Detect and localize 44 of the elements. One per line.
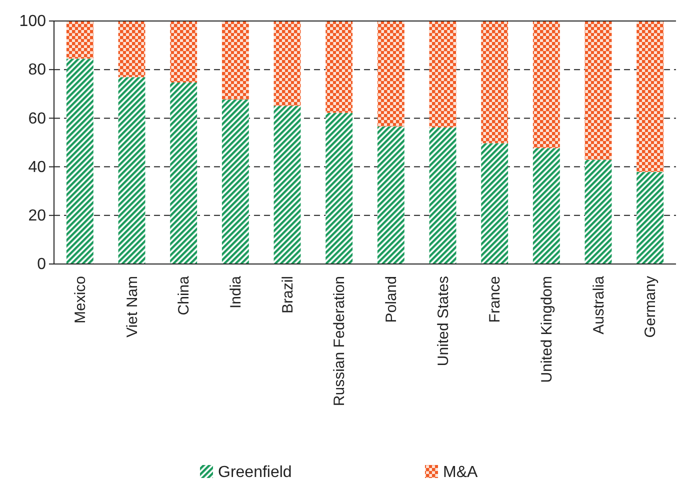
bar bbox=[118, 77, 146, 264]
bar bbox=[326, 112, 353, 264]
legend-label: Greenfield bbox=[218, 464, 292, 481]
x-tick-label: United Kingdom bbox=[538, 276, 556, 383]
x-tick-label: Viet Nam bbox=[124, 276, 141, 338]
y-tick-label: 40 bbox=[28, 158, 46, 176]
bar bbox=[274, 21, 301, 106]
bar bbox=[636, 172, 664, 264]
x-tick-label: Brazil bbox=[279, 276, 296, 314]
bar bbox=[584, 21, 612, 160]
y-tick-label: 20 bbox=[28, 208, 46, 225]
y-tick-label: 100 bbox=[19, 13, 46, 30]
x-tick-label: Germany bbox=[642, 276, 660, 338]
bar bbox=[118, 21, 146, 78]
bar bbox=[532, 21, 560, 148]
bar bbox=[429, 21, 456, 128]
bar bbox=[274, 106, 301, 264]
bar bbox=[377, 21, 404, 126]
x-tick-label: Mexico bbox=[72, 276, 89, 324]
bar bbox=[66, 21, 94, 59]
bar bbox=[584, 160, 612, 264]
bar bbox=[66, 58, 94, 264]
bar bbox=[532, 148, 560, 264]
x-tick-label: India bbox=[227, 275, 244, 309]
y-tick-label: 0 bbox=[37, 256, 46, 274]
bar bbox=[636, 21, 664, 172]
x-tick-label: Russian Federation bbox=[331, 276, 348, 406]
y-tick-label: 60 bbox=[28, 110, 46, 128]
bar bbox=[170, 21, 198, 82]
bar bbox=[222, 99, 249, 264]
bar bbox=[326, 21, 353, 113]
x-tick-label: France bbox=[486, 276, 504, 323]
legend-label: M&A bbox=[443, 464, 478, 481]
bar bbox=[170, 82, 198, 264]
bar bbox=[377, 126, 404, 264]
x-tick-label: United States bbox=[434, 276, 452, 366]
bar bbox=[429, 127, 456, 264]
bar bbox=[481, 21, 508, 144]
y-tick-label: 80 bbox=[28, 62, 46, 79]
bar bbox=[481, 143, 508, 264]
x-tick-label: Poland bbox=[382, 276, 400, 323]
x-tick-label: China bbox=[176, 275, 193, 316]
x-tick-label: Australia bbox=[590, 275, 608, 334]
bar bbox=[222, 21, 249, 100]
